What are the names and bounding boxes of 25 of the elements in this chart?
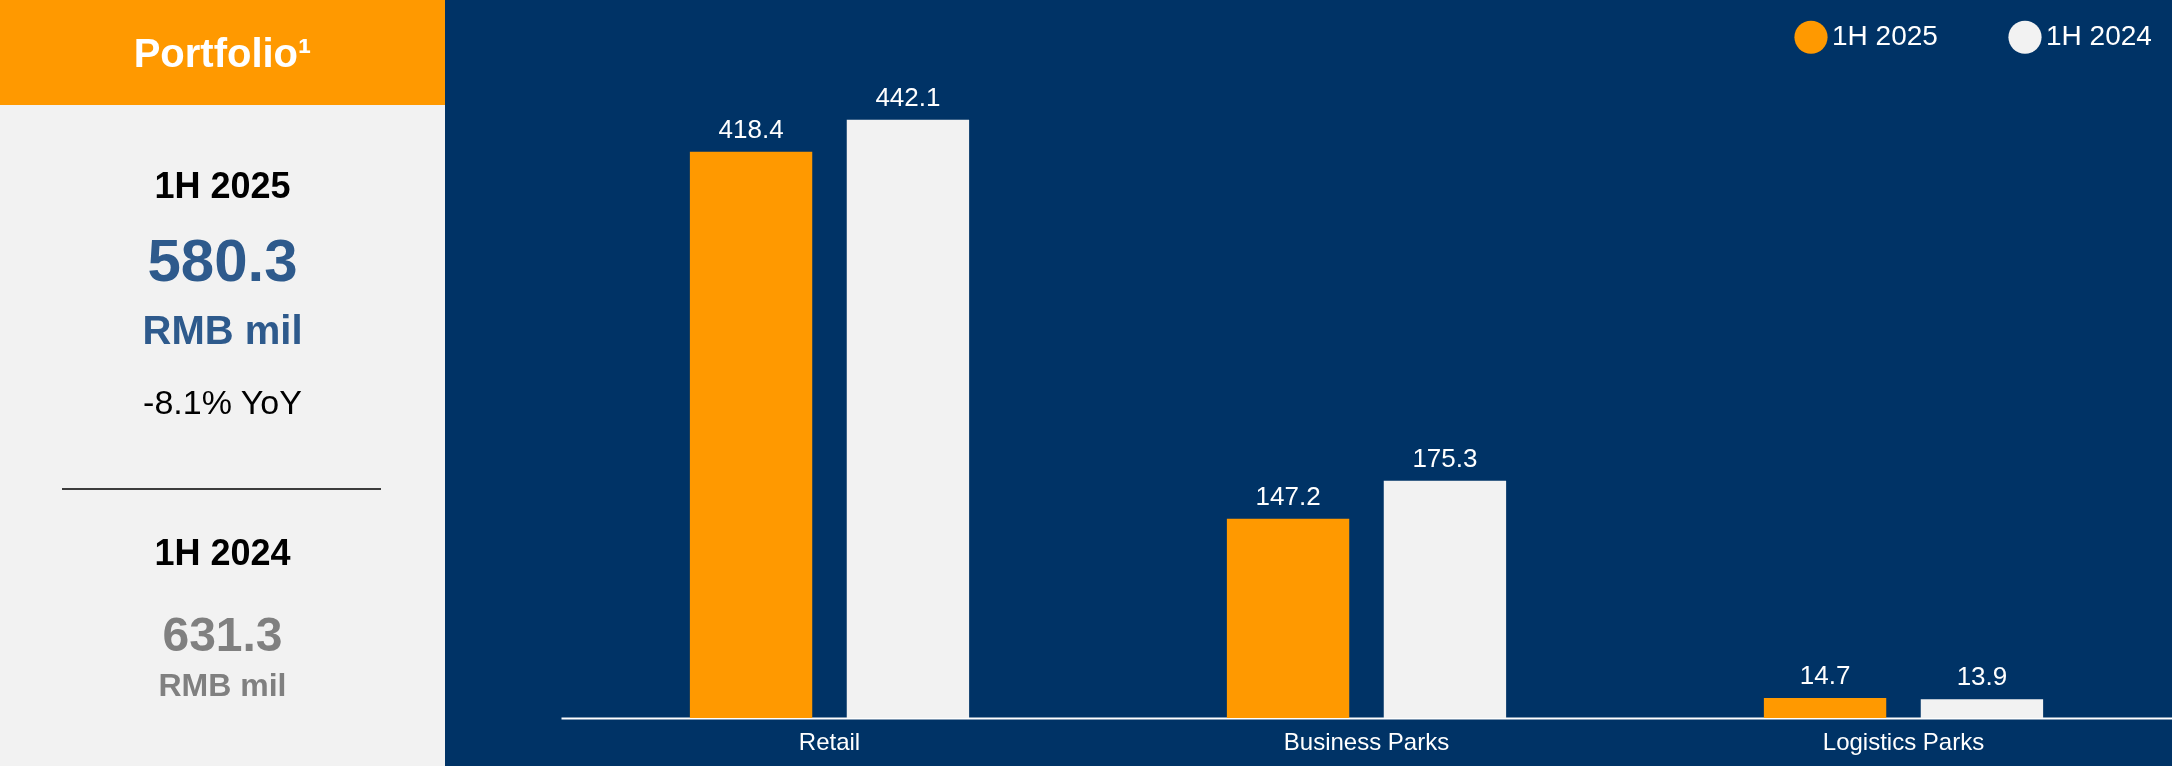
data-label: 13.9	[1956, 661, 2008, 692]
text: 1H 2025	[154, 165, 291, 206]
text: 580.3	[147, 227, 298, 294]
x-tick-label: Business Parks	[1283, 727, 1450, 755]
bar	[1383, 480, 1507, 718]
bar	[689, 151, 813, 718]
text: RMB mil	[158, 667, 287, 703]
text: Portfolio¹	[133, 31, 312, 75]
bar	[1226, 518, 1350, 718]
legend-label: 1H 2024	[2046, 20, 2152, 52]
data-label: 175.3	[1412, 442, 1478, 473]
bar	[846, 119, 970, 718]
text: 1H 2024	[154, 532, 291, 573]
text: 631.3	[162, 608, 283, 661]
data-label: 14.7	[1799, 660, 1851, 691]
x-tick-label: Logistics Parks	[1822, 727, 1985, 755]
data-label: 442.1	[875, 81, 941, 112]
x-tick-label: Retail	[798, 727, 861, 755]
legend-label: 1H 2025	[1832, 20, 1938, 52]
text: -8.1% YoY	[143, 383, 302, 421]
bar	[1920, 699, 2044, 718]
data-label: 418.4	[718, 113, 784, 144]
text: RMB mil	[142, 308, 303, 352]
data-label: 147.2	[1255, 480, 1321, 511]
bar	[1763, 698, 1887, 718]
